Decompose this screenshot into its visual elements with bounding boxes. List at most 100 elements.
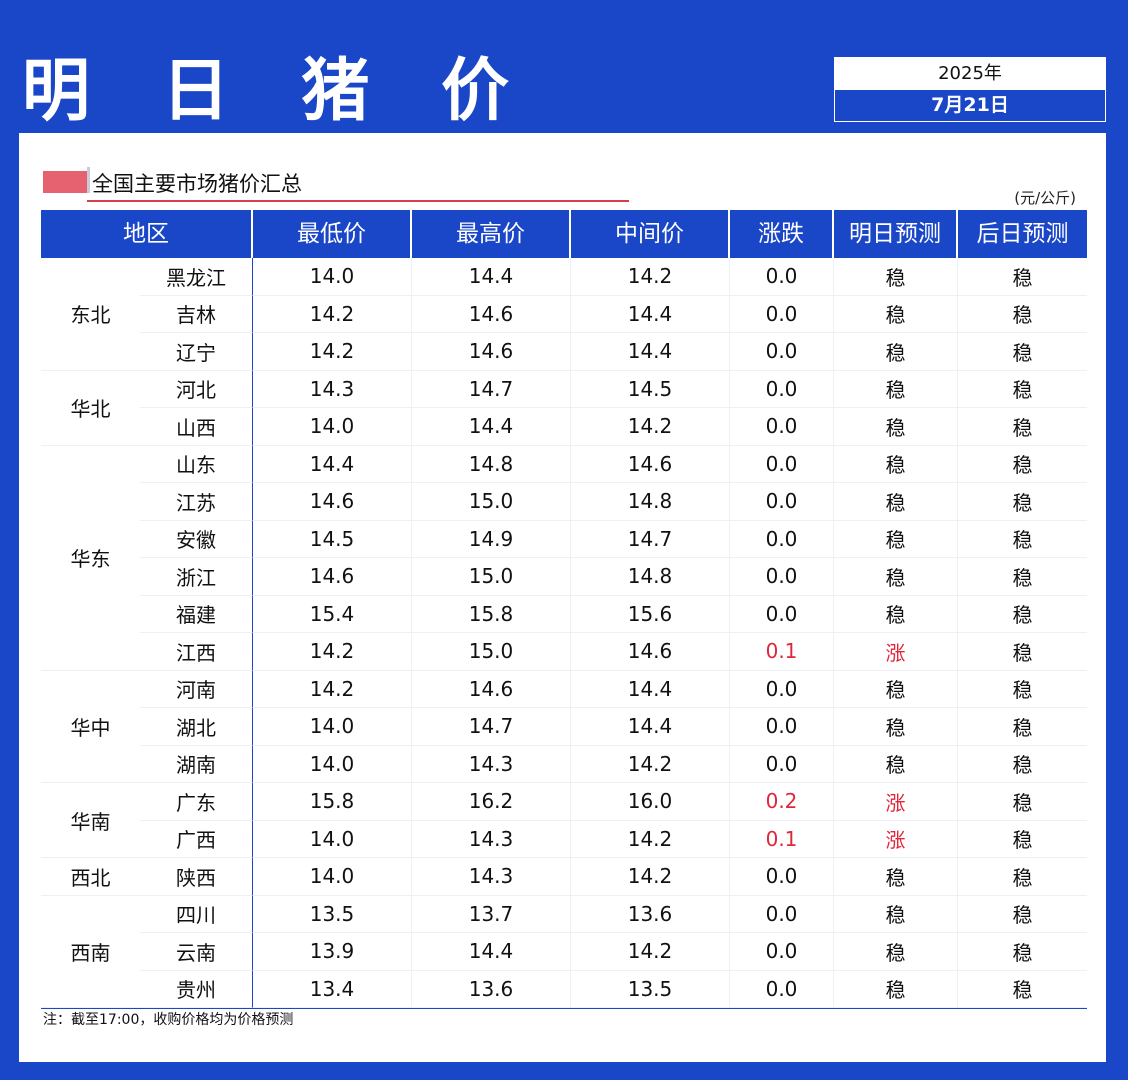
low-price-cell: 14.3: [253, 370, 412, 408]
header-high: 最高价: [412, 210, 571, 258]
header-change: 涨跌: [730, 210, 834, 258]
high-price-cell: 13.6: [412, 970, 571, 1008]
low-price-cell: 14.6: [253, 483, 412, 521]
region-cell: 华中: [41, 671, 140, 783]
mid-price-cell: 14.7: [571, 520, 730, 558]
mid-price-cell: 14.2: [571, 408, 730, 446]
high-price-cell: 14.3: [412, 745, 571, 783]
mid-price-cell: 14.6: [571, 633, 730, 671]
tomorrow-forecast-cell: 涨: [834, 633, 958, 671]
province-cell: 辽宁: [140, 333, 253, 371]
change-cell: 0.0: [730, 558, 834, 596]
low-price-cell: 14.0: [253, 820, 412, 858]
mid-price-cell: 14.2: [571, 858, 730, 896]
after-forecast-cell: 稳: [958, 746, 1087, 783]
change-cell: 0.0: [730, 858, 834, 896]
after-forecast-cell: 稳: [958, 971, 1087, 1008]
low-price-cell: 14.0: [253, 858, 412, 896]
high-price-cell: 14.4: [412, 408, 571, 446]
page-title: 明 日 猪 价: [22, 52, 534, 131]
low-price-cell: 15.8: [253, 783, 412, 821]
region-cell: 东北: [41, 258, 140, 371]
region-cell: 华南: [41, 783, 140, 858]
after-forecast-cell: 稳: [958, 671, 1087, 708]
tomorrow-forecast-cell: 稳: [834, 708, 958, 746]
date-label: 7月21日: [931, 94, 1009, 116]
province-cell: 贵州: [140, 970, 253, 1008]
low-price-cell: 14.2: [253, 295, 412, 333]
high-price-cell: 15.0: [412, 483, 571, 521]
province-cell: 安徽: [140, 520, 253, 558]
change-cell: 0.0: [730, 970, 834, 1008]
tomorrow-forecast-cell: 稳: [834, 295, 958, 333]
province-cell: 湖北: [140, 708, 253, 746]
region-cell: 西北: [41, 858, 140, 896]
mid-price-cell: 14.5: [571, 370, 730, 408]
tomorrow-forecast-cell: 稳: [834, 595, 958, 633]
mid-price-cell: 14.2: [571, 933, 730, 971]
after-forecast-cell: 稳: [958, 258, 1087, 296]
high-price-cell: 14.6: [412, 333, 571, 371]
tomorrow-forecast-cell: 稳: [834, 408, 958, 446]
high-price-cell: 14.9: [412, 520, 571, 558]
after-forecast-cell: 稳: [958, 933, 1087, 971]
high-price-cell: 14.6: [412, 295, 571, 333]
low-price-cell: 14.6: [253, 558, 412, 596]
after-forecast-cell: 稳: [958, 558, 1087, 596]
high-price-cell: 14.4: [412, 258, 571, 296]
header-low: 最低价: [253, 210, 412, 258]
low-price-cell: 15.4: [253, 595, 412, 633]
change-cell: 0.0: [730, 370, 834, 408]
year-label: 2025年: [835, 58, 1105, 90]
after-forecast-cell: 稳: [958, 521, 1087, 558]
content-card: 全国主要市场猪价汇总 (元/公斤) 地区 最低价 最高价 中间价 涨跌 明日预测…: [19, 133, 1106, 1062]
mid-price-cell: 14.8: [571, 483, 730, 521]
mid-price-cell: 14.4: [571, 708, 730, 746]
tomorrow-forecast-cell: 稳: [834, 483, 958, 521]
province-cell: 福建: [140, 595, 253, 633]
change-cell: 0.0: [730, 895, 834, 933]
after-forecast-cell: 稳: [958, 896, 1087, 933]
after-forecast-cell: 稳: [958, 858, 1087, 896]
low-price-cell: 14.0: [253, 745, 412, 783]
tomorrow-forecast-cell: 稳: [834, 670, 958, 708]
after-forecast-cell: 稳: [958, 296, 1087, 333]
province-cell: 广西: [140, 820, 253, 858]
date-box: 2025年 7月21日: [834, 57, 1106, 122]
province-cell: 山西: [140, 408, 253, 446]
change-cell: 0.0: [730, 483, 834, 521]
low-price-cell: 14.5: [253, 520, 412, 558]
high-price-cell: 14.6: [412, 670, 571, 708]
tomorrow-forecast-cell: 稳: [834, 858, 958, 896]
after-forecast-cell: 稳: [958, 708, 1087, 746]
high-price-cell: 16.2: [412, 783, 571, 821]
high-price-cell: 15.0: [412, 633, 571, 671]
change-cell: 0.0: [730, 595, 834, 633]
after-forecast-cell: 稳: [958, 483, 1087, 521]
high-price-cell: 14.3: [412, 858, 571, 896]
table-body: 东北 黑龙江 14.0 14.4 14.2 0.0 稳稳吉林 14.2 14.6 14.4 0.0 稳…: [41, 258, 1087, 1009]
low-price-cell: 13.9: [253, 933, 412, 971]
mid-price-cell: 14.2: [571, 820, 730, 858]
change-cell: 0.0: [730, 520, 834, 558]
mid-price-cell: 13.5: [571, 970, 730, 1008]
after-forecast-cell: 稳: [958, 446, 1087, 483]
low-price-cell: 14.2: [253, 333, 412, 371]
region-cell: 华北: [41, 371, 140, 446]
province-cell: 陕西: [140, 858, 253, 896]
province-cell: 云南: [140, 933, 253, 971]
after-forecast-cell: 稳: [958, 408, 1087, 446]
high-price-cell: 15.8: [412, 595, 571, 633]
low-price-cell: 14.0: [253, 408, 412, 446]
low-price-cell: 14.2: [253, 670, 412, 708]
change-cell: 0.0: [730, 745, 834, 783]
province-cell: 湖南: [140, 745, 253, 783]
province-cell: 江西: [140, 633, 253, 671]
high-price-cell: 14.8: [412, 445, 571, 483]
after-forecast-cell: 稳: [958, 371, 1087, 408]
province-cell: 黑龙江: [140, 258, 253, 296]
table-header: 地区 最低价 最高价 中间价 涨跌 明日预测 后日预测: [41, 210, 1087, 258]
change-cell: 0.0: [730, 445, 834, 483]
high-price-cell: 13.7: [412, 895, 571, 933]
mid-price-cell: 14.8: [571, 558, 730, 596]
